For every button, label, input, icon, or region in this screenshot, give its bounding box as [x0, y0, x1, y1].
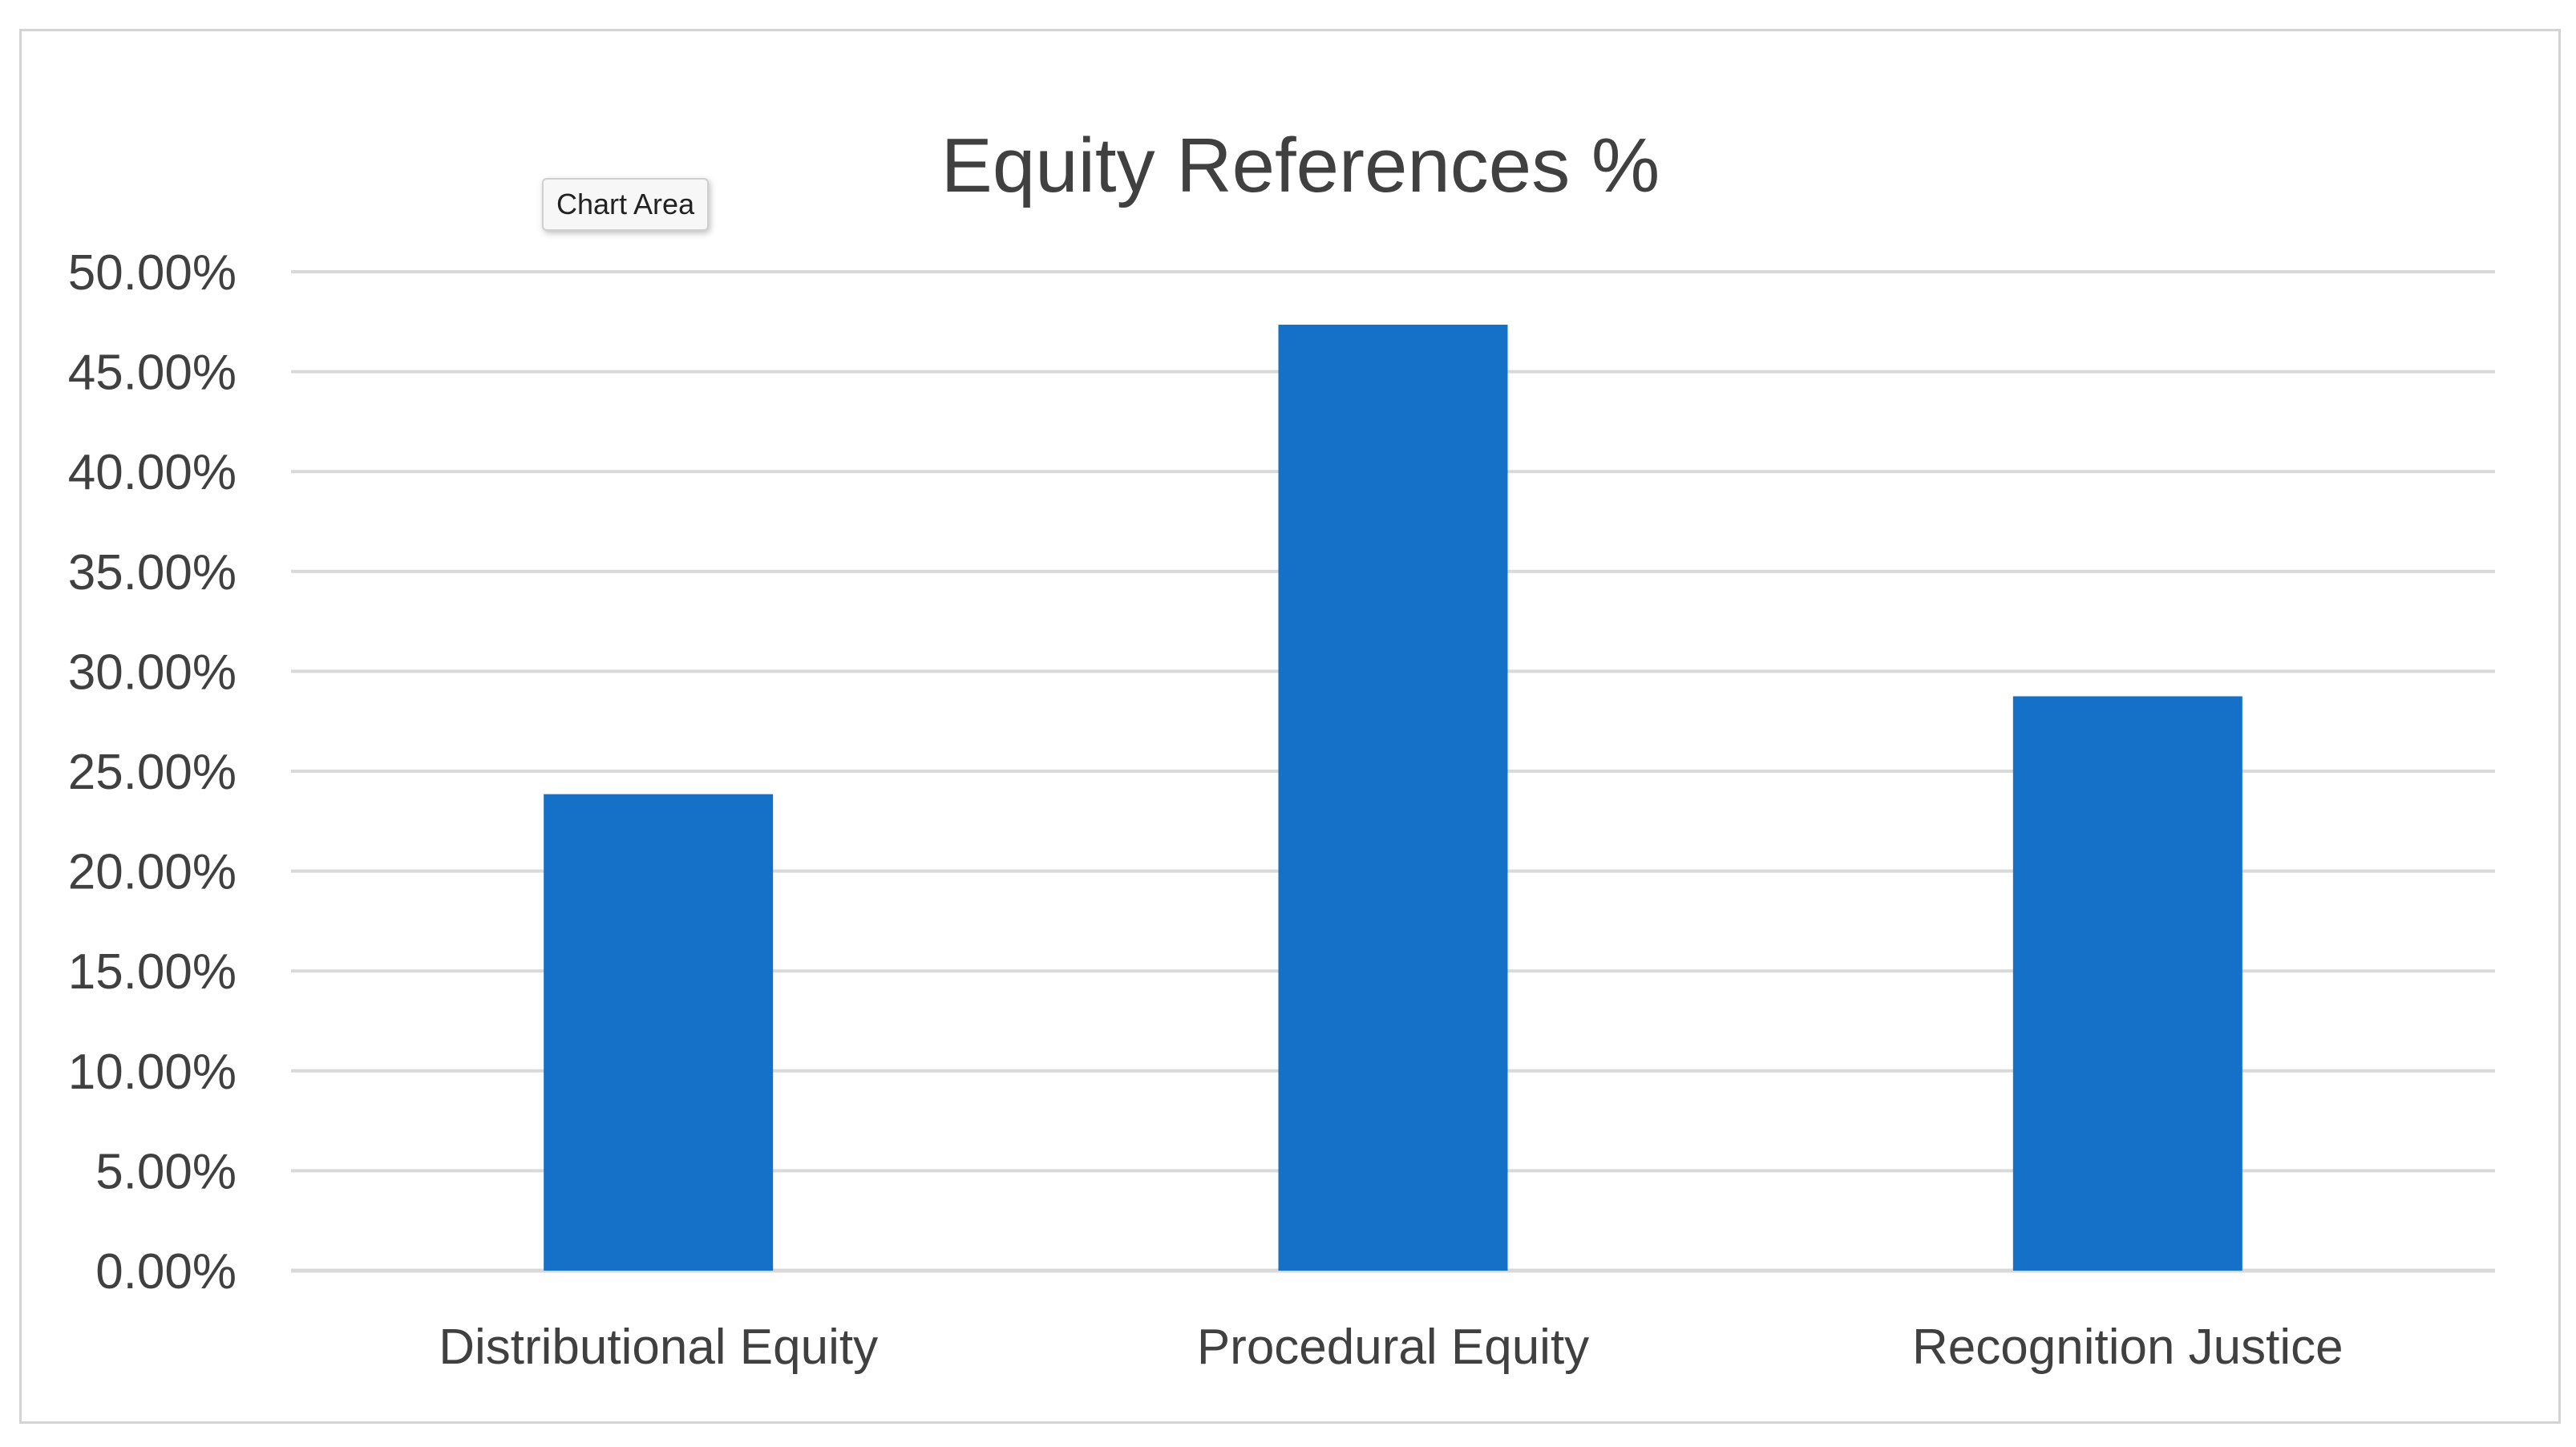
y-tick-label: 30.00%: [68, 645, 237, 700]
y-tick-label: 35.00%: [68, 545, 237, 600]
chart-area-tooltip: Chart Area: [542, 178, 710, 231]
y-tick-label: 15.00%: [68, 944, 237, 1000]
y-tick-label: 0.00%: [95, 1244, 237, 1299]
bar-recognition-justice[interactable]: [2012, 696, 2242, 1271]
y-tick-label: 40.00%: [68, 445, 237, 500]
bar-chart: Equity References % 0.00% 5.00% 10.00% 15.0…: [68, 123, 2495, 1375]
x-tick-label: Distributional Equity: [439, 1320, 878, 1375]
x-tick-label: Recognition Justice: [1912, 1320, 2343, 1375]
bar-procedural-equity[interactable]: [1278, 325, 1508, 1271]
bars: [544, 325, 2242, 1271]
y-tick-label: 45.00%: [68, 346, 237, 401]
x-axis-labels: Distributional Equity Procedural Equity Re…: [439, 1320, 2343, 1375]
bar-distributional-equity[interactable]: [544, 794, 774, 1271]
y-tick-label: 10.00%: [68, 1045, 237, 1100]
chart-area[interactable]: Equity References % 0.00% 5.00% 10.00% 15.0…: [19, 29, 2561, 1424]
x-tick-label: Procedural Equity: [1197, 1320, 1589, 1375]
y-tick-label: 5.00%: [95, 1144, 237, 1199]
y-tick-label: 50.00%: [68, 245, 237, 301]
y-axis-labels: 0.00% 5.00% 10.00% 15.00% 20.00% 25.00% 30.00%…: [68, 245, 237, 1299]
y-tick-label: 20.00%: [68, 845, 237, 900]
y-tick-label: 25.00%: [68, 745, 237, 800]
chart-title[interactable]: Equity References %: [941, 123, 1660, 208]
